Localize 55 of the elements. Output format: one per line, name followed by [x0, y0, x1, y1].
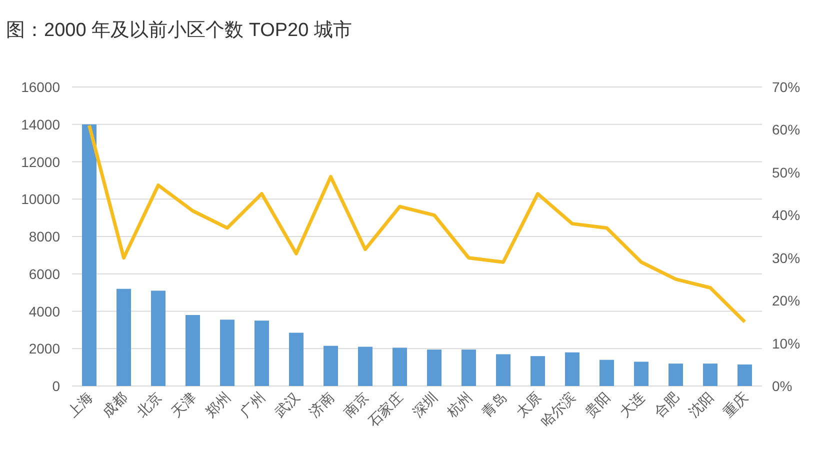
- bar: [186, 314, 200, 386]
- y2-tick-label: 20%: [772, 292, 800, 309]
- bar: [82, 124, 96, 386]
- x-tick-label: 天津: [168, 388, 199, 420]
- bar: [151, 290, 166, 386]
- y-tick-label: 4000: [28, 303, 60, 320]
- y2-tick-label: 0%: [772, 378, 792, 394]
- x-tick-label: 广州: [236, 388, 268, 420]
- x-tick-label: 贵阳: [582, 388, 613, 420]
- y-tick-label: 16000: [21, 79, 60, 95]
- bar: [116, 288, 131, 386]
- bar: [496, 354, 510, 386]
- y-tick-label: 12000: [21, 154, 60, 170]
- bar: [668, 364, 683, 386]
- bar: [427, 350, 442, 386]
- x-tick-label: 上海: [64, 388, 96, 420]
- y2-tick-label: 10%: [772, 335, 800, 352]
- bar: [358, 346, 372, 386]
- y2-tick-label: 70%: [772, 79, 800, 95]
- x-tick-label: 成都: [98, 388, 130, 420]
- x-tick-label: 大连: [616, 388, 648, 420]
- x-tick-label: 沈阳: [685, 388, 716, 420]
- x-tick-label: 重庆: [720, 388, 751, 420]
- y-tick-label: 2000: [28, 340, 60, 357]
- y2-tick-label: 50%: [772, 164, 800, 180]
- y2-tick-label: 60%: [772, 122, 800, 138]
- bar: [392, 348, 407, 386]
- bar: [600, 360, 614, 386]
- x-tick-label: 杭州: [443, 388, 475, 421]
- x-tick-label: 武汉: [271, 388, 302, 420]
- y-tick-label: 10000: [21, 191, 60, 208]
- x-tick-label: 北京: [133, 388, 164, 420]
- x-tick-label: 合肥: [650, 388, 682, 420]
- chart-title: 图：2000 年及以前小区个数 TOP20 城市: [6, 19, 352, 41]
- y-tick-label: 6000: [28, 266, 60, 282]
- bar: [530, 356, 545, 386]
- bar: [289, 332, 304, 386]
- bar: [220, 320, 234, 386]
- bar: [565, 352, 580, 386]
- line-series: [88, 124, 746, 324]
- bar: [634, 362, 648, 386]
- x-tick-label: 济南: [306, 388, 337, 420]
- y-tick-label: 8000: [28, 228, 60, 244]
- bar: [254, 320, 269, 386]
- y-tick-label: 14000: [21, 116, 60, 132]
- bar: [324, 346, 338, 386]
- y2-tick-label: 30%: [772, 250, 800, 266]
- bar: [462, 350, 476, 386]
- bar: [703, 364, 718, 386]
- x-tick-label: 深圳: [409, 388, 440, 420]
- bar: [738, 364, 752, 386]
- x-tick-label: 青岛: [478, 388, 510, 420]
- x-tick-label: 郑州: [202, 388, 234, 420]
- y2-tick-label: 40%: [772, 207, 800, 224]
- y-tick-label: 0: [52, 378, 60, 394]
